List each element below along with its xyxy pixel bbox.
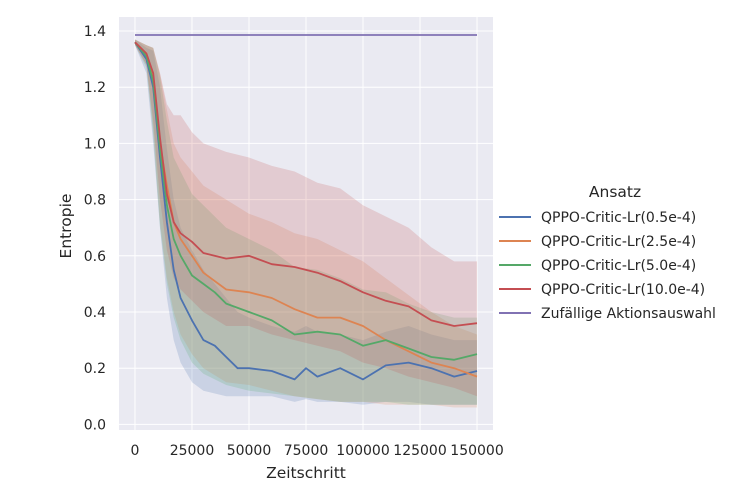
legend-label-zuf-llige-aktionsauswahl: Zufällige Aktionsauswahl (541, 306, 716, 322)
series-lines (134, 34, 478, 381)
band-qppo-critic-lr-5-0e-4 (135, 39, 477, 405)
x-tick-label: 50000 (227, 443, 272, 459)
x-tick-label: 75000 (284, 443, 329, 459)
grid (119, 17, 493, 430)
legend-label-qppo-critic-lr-2-5e-4: QPPO-Critic-Lr(2.5e-4) (541, 234, 696, 250)
y-axis-label: Entropie (57, 194, 75, 259)
legend-title: Ansatz (589, 183, 641, 201)
x-axis-ticks: 0 25000 50000 75000 100000 125000 150000 (131, 443, 504, 459)
x-tick-label: 0 (131, 443, 140, 459)
y-tick-label: 0.2 (84, 361, 106, 377)
x-tick-label: 100000 (336, 443, 389, 459)
legend: Ansatz QPPO-Critic-Lr(0.5e-4) QPPO-Critic… (499, 183, 716, 322)
legend-label-qppo-critic-lr-0-5e-4: QPPO-Critic-Lr(0.5e-4) (541, 210, 696, 226)
legend-label-qppo-critic-lr-10-0e-4: QPPO-Critic-Lr(10.0e-4) (541, 282, 705, 298)
x-tick-label: 125000 (393, 443, 446, 459)
y-axis-ticks: 0.0 0.2 0.4 0.6 0.8 1.0 1.2 1.4 (84, 24, 106, 433)
band-qppo-critic-lr-10-0e-4 (135, 39, 477, 397)
x-tick-label: 25000 (170, 443, 215, 459)
y-tick-label: 1.0 (84, 136, 106, 152)
line-qppo-critic-lr-5-0e-4 (134, 41, 478, 361)
x-tick-label: 150000 (450, 443, 503, 459)
y-tick-label: 0.4 (84, 305, 106, 321)
confidence-bands (135, 39, 477, 408)
line-qppo-critic-lr-10-0e-4 (134, 41, 478, 327)
band-qppo-critic-lr-0-5e-4 (135, 39, 477, 405)
y-tick-label: 0.8 (84, 193, 106, 209)
y-tick-label: 0.6 (84, 249, 106, 265)
line-qppo-critic-lr-0-5e-4 (134, 41, 478, 381)
y-tick-label: 1.4 (84, 24, 106, 40)
band-qppo-critic-lr-2-5e-4 (135, 39, 477, 408)
y-tick-label: 0.0 (84, 417, 106, 433)
y-tick-label: 1.2 (84, 80, 106, 96)
legend-label-qppo-critic-lr-5-0e-4: QPPO-Critic-Lr(5.0e-4) (541, 258, 696, 274)
x-axis-label: Zeitschritt (266, 464, 346, 482)
